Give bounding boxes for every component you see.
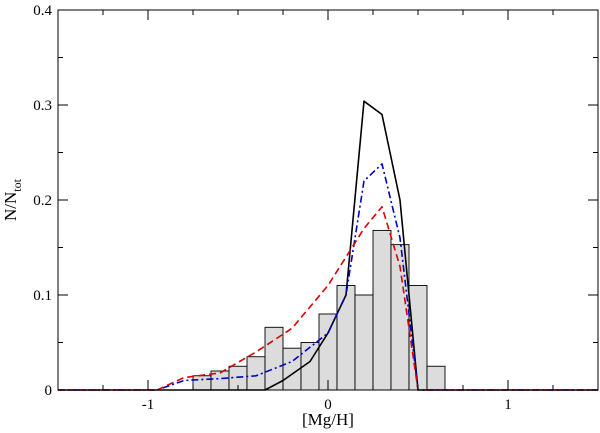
- histogram-bar: [372, 229, 392, 391]
- y-tick-label: 0.1: [33, 288, 52, 304]
- tick-marks: [57, 9, 599, 391]
- y-tick-label: 0.2: [33, 193, 52, 209]
- x-axis-title: [Mg/H]: [302, 410, 354, 429]
- histogram-bar: [354, 294, 374, 391]
- series-line: [58, 163, 598, 391]
- histogram-bar: [318, 313, 338, 391]
- x-tick-label: 0: [324, 397, 332, 413]
- y-tick-label: 0: [45, 383, 53, 399]
- y-tick-label: 0.3: [33, 98, 52, 114]
- histogram-bar: [192, 375, 212, 391]
- x-tick-label: -1: [142, 397, 155, 413]
- y-axis-title: N/Ntot: [1, 178, 24, 221]
- histogram-bar: [408, 285, 428, 391]
- series-line: [58, 205, 598, 391]
- model-curves: [58, 100, 598, 391]
- histogram-bar: [336, 285, 356, 391]
- histogram-bar: [426, 365, 446, 391]
- y-axis-title-sub: tot: [10, 178, 24, 191]
- y-tick-label: 0.4: [33, 3, 52, 19]
- y-axis-title-main: N/N: [1, 192, 20, 221]
- x-tick-label: 1: [504, 397, 512, 413]
- tick-labels: -1 0 1 0 0.1 0.2 0.3 0.4: [33, 3, 512, 413]
